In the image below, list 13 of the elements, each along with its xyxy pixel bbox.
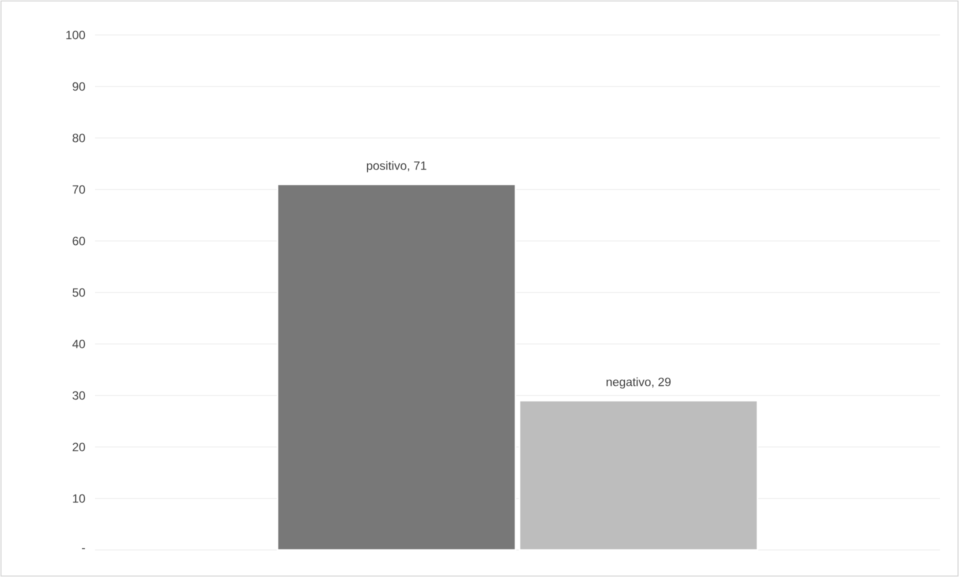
y-tick-label: 100	[66, 30, 86, 40]
y-tick-label: 20	[72, 442, 86, 452]
y-tick-label: 90	[72, 82, 86, 91]
y-tick-label: 40	[72, 340, 86, 348]
y-tick-label: 10	[73, 494, 86, 503]
y-tick-label: 60	[72, 236, 86, 246]
data-label: negativo, 29	[606, 377, 671, 389]
y-tick-label: -	[82, 548, 85, 550]
y-tick-label: 50	[72, 288, 86, 297]
data-label: positivo, 71	[366, 161, 426, 172]
y-tick-label: 30	[72, 391, 86, 400]
y-tick-label: 80	[72, 134, 86, 142]
y-tick-label: 70	[72, 185, 86, 194]
